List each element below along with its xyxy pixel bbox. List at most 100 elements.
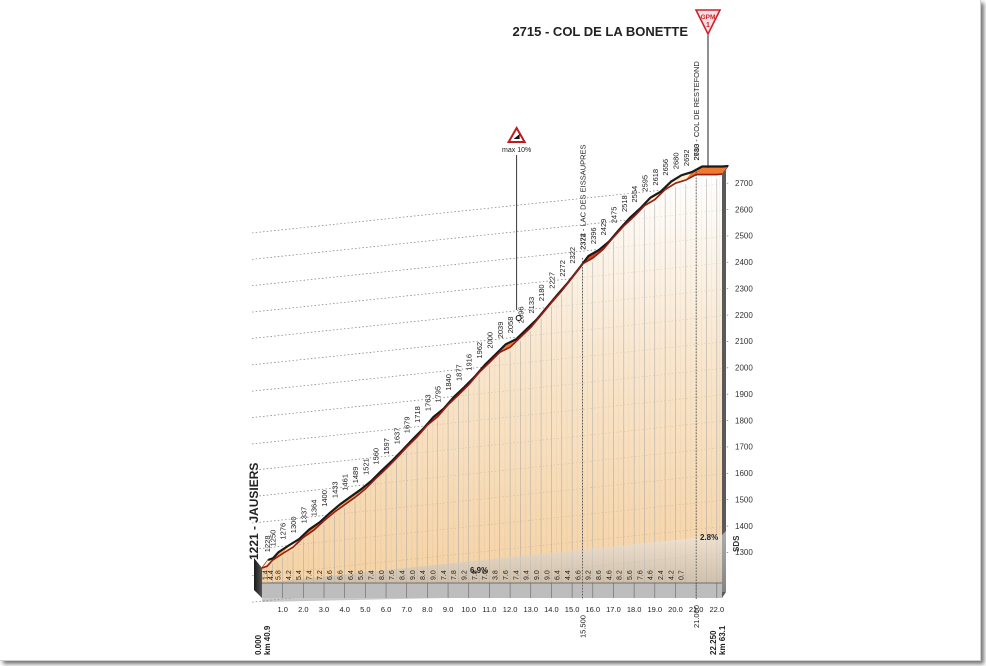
gradient-label: 8.0	[379, 570, 386, 580]
waypoint-km-label: 15.500	[578, 615, 587, 638]
average-gradient-label: 6.9%	[470, 566, 488, 575]
gradient-label: 4.6	[648, 570, 655, 580]
gradient-label: 8.2	[617, 570, 624, 580]
y-tick-label: 1700	[735, 443, 753, 452]
altitude-label: 1916	[465, 354, 474, 371]
x-tick-label: 22.0	[710, 605, 725, 614]
y-tick-label: 2100	[735, 337, 753, 346]
gradient-label: 7.4	[369, 570, 376, 580]
x-tick-label: 3.0	[319, 605, 329, 614]
gradient-label: 9.0	[431, 570, 438, 580]
finish-wall	[722, 170, 726, 598]
x-tick-label: 9.0	[443, 605, 453, 614]
gradient-label: 6.4	[348, 570, 355, 580]
altitude-label: 1718	[413, 406, 422, 423]
gpm-label: GPM	[701, 14, 716, 21]
y-tick-label: 1300	[735, 548, 753, 557]
altitude-label: 1795	[434, 386, 443, 403]
x-tick-label: 15.0	[565, 605, 580, 614]
average-gradient-label: 2.8%	[700, 533, 718, 542]
altitude-label: 2374	[578, 233, 587, 250]
altitude-label: 2039	[496, 322, 505, 339]
y-tick-label: 1900	[735, 390, 753, 399]
gradient-label: 5.4	[296, 570, 303, 580]
chart-title: 2715 - COL DE LA BONETTE	[512, 24, 688, 39]
altitude-label: 1560	[372, 448, 381, 465]
altitude-label: 1597	[382, 438, 391, 455]
gradient-label: 7.6	[389, 570, 396, 580]
altitude-label: 2227	[547, 272, 556, 289]
y-tick-label: 2200	[735, 311, 753, 320]
waypoint-km-label: 21.000	[692, 605, 701, 628]
base-road	[262, 583, 722, 598]
gradient-label: 7.2	[317, 570, 324, 580]
altitude-label: 2656	[661, 159, 670, 176]
x-tick-label: 11.0	[482, 605, 496, 614]
gradient-label: 9.0	[534, 570, 541, 580]
gradient-label: 7.8	[472, 570, 479, 580]
gradient-label: 4.2	[286, 570, 293, 580]
altitude-label: 2618	[651, 169, 660, 186]
x-tick-label: 8.0	[422, 605, 432, 614]
road-segment	[262, 558, 274, 568]
waypoint-label: 2680 - COL DE RESTEFOND	[692, 61, 701, 161]
x-tick-label: 10.0	[461, 605, 476, 614]
y-tick-label: 2700	[735, 179, 753, 188]
altitude-label: 2475	[610, 207, 619, 224]
altitude-label: 2429	[599, 219, 608, 236]
altitude-label: 1276	[279, 523, 288, 540]
gradient-label: 7.6	[482, 570, 489, 580]
y-tick-label: 2400	[735, 258, 753, 267]
gradient-label: 7.8	[451, 570, 458, 580]
gradient-label: 5.6	[627, 570, 634, 580]
gradient-label: 4.4	[268, 570, 275, 580]
gradient-label: 9.0	[544, 570, 551, 580]
gradient-label: 1.4	[263, 570, 270, 580]
y-tick-label: 2000	[735, 364, 753, 373]
profile-fill	[262, 174, 722, 583]
y-tick-label: 1600	[735, 469, 753, 478]
x-tick-label: 12.0	[503, 605, 518, 614]
altitude-label: 1521	[361, 458, 370, 475]
altitude-label: 2595	[641, 175, 650, 192]
altitude-label: 2000	[485, 332, 494, 349]
altitude-label: 2554	[630, 186, 639, 203]
max-gradient-label: max 10%	[502, 147, 531, 154]
tick-labels: 1300 1400 1500 1600 1700 1800 1900 2000 2100 2200…	[277, 179, 753, 614]
altitude-label: 1840	[444, 374, 453, 391]
altitude-label: 1364	[310, 500, 319, 517]
altitude-label: 1461	[341, 474, 350, 491]
gradient-label: 4.6	[606, 570, 613, 580]
altitude-label: 1337	[299, 507, 308, 524]
start-wall	[254, 558, 262, 598]
max-gradient-slope-icon	[513, 134, 520, 139]
gradient-label: 9.0	[410, 570, 417, 580]
x-tick-label: 13.0	[523, 605, 538, 614]
gradient-label: 6.6	[338, 570, 345, 580]
profile-area	[254, 164, 730, 602]
y-tick-label: 1500	[735, 495, 753, 504]
gradient-label: 8.6	[596, 570, 603, 580]
road-bottom-edge	[261, 173, 723, 569]
altitude-label: 2096	[516, 307, 525, 324]
gradient-label: 4.4	[565, 570, 572, 580]
road-segment	[716, 166, 728, 175]
gradient-label: 9.2	[462, 570, 469, 580]
altitude-label: 2058	[506, 317, 515, 334]
altitude-label: 1433	[330, 481, 339, 498]
waypoint-label: 2322 - LAC DES EISSAUPRES	[578, 144, 587, 249]
x-tick-label: 14.0	[544, 605, 559, 614]
gradient-label: 5.6	[358, 570, 365, 580]
y-tick-label: 2300	[735, 284, 753, 293]
altitude-label: 1877	[454, 364, 463, 381]
altitude-label: 1400	[320, 490, 329, 507]
x-tick-label: 18.0	[627, 605, 642, 614]
gridline	[251, 182, 731, 234]
altitude-label: 2396	[589, 227, 598, 244]
y-tick-label: 2600	[735, 205, 753, 214]
gradient-label: 7.6	[503, 570, 510, 580]
y-tick-label: 2500	[735, 232, 753, 241]
gradient-label: 6.6	[575, 570, 582, 580]
altitude-label: 1637	[392, 428, 401, 445]
